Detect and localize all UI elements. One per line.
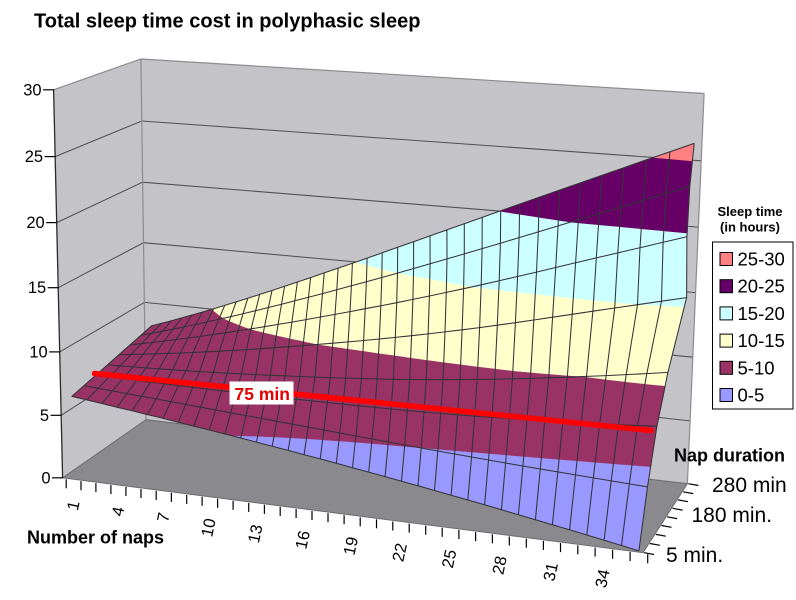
svg-text:25: 25: [25, 148, 43, 166]
svg-text:10-15: 10-15: [738, 330, 785, 351]
svg-text:4: 4: [109, 505, 129, 518]
svg-text:Sleep time: Sleep time: [717, 204, 782, 219]
svg-text:28: 28: [489, 554, 510, 576]
svg-text:0: 0: [41, 469, 50, 487]
svg-text:20: 20: [26, 214, 44, 232]
svg-text:Total sleep time cost in polyp: Total sleep time cost in polyphasic slee…: [34, 11, 420, 33]
svg-text:25: 25: [439, 548, 460, 570]
svg-text:0-5: 0-5: [738, 385, 765, 406]
svg-text:5 min.: 5 min.: [666, 544, 723, 567]
svg-text:Nap duration: Nap duration: [674, 446, 785, 466]
svg-text:280 min: 280 min: [712, 474, 787, 497]
svg-text:1: 1: [64, 499, 84, 512]
svg-text:15-20: 15-20: [738, 303, 785, 324]
svg-text:16: 16: [292, 529, 313, 551]
svg-text:5-10: 5-10: [738, 357, 775, 378]
svg-text:13: 13: [245, 523, 266, 545]
svg-text:22: 22: [389, 542, 410, 564]
svg-text:15: 15: [28, 279, 46, 297]
svg-text:25-30: 25-30: [738, 249, 785, 270]
svg-text:31: 31: [540, 561, 561, 583]
svg-text:(in hours): (in hours): [720, 220, 780, 235]
svg-text:75 min: 75 min: [235, 384, 290, 404]
svg-text:180 min.: 180 min.: [692, 504, 773, 527]
svg-text:5: 5: [40, 407, 49, 425]
svg-text:10: 10: [198, 517, 219, 539]
svg-text:34: 34: [592, 568, 613, 590]
svg-text:7: 7: [154, 511, 174, 524]
svg-text:20-25: 20-25: [738, 276, 785, 297]
svg-text:19: 19: [341, 535, 362, 557]
svg-text:30: 30: [23, 81, 41, 99]
svg-text:10: 10: [29, 343, 47, 361]
svg-text:Number of naps: Number of naps: [27, 528, 164, 548]
